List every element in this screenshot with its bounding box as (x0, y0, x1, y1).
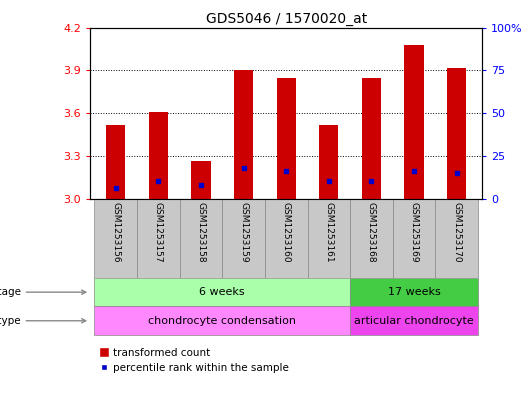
Bar (307, 199, 350, 278)
Bar (350, 307, 478, 335)
Bar (234, 70, 253, 199)
Bar (265, 199, 307, 278)
Text: GSM1253157: GSM1253157 (154, 202, 163, 262)
Bar (137, 199, 180, 278)
Bar (393, 199, 436, 278)
Title: GDS5046 / 1570020_at: GDS5046 / 1570020_at (206, 13, 367, 26)
Bar (404, 45, 423, 199)
Text: GSM1253168: GSM1253168 (367, 202, 376, 262)
Bar (106, 125, 125, 199)
Bar (94, 307, 350, 335)
Bar (222, 199, 265, 278)
Bar (436, 199, 478, 278)
Text: GSM1253156: GSM1253156 (111, 202, 120, 262)
Bar (277, 77, 296, 199)
Text: GSM1253170: GSM1253170 (452, 202, 461, 262)
Text: articular chondrocyte: articular chondrocyte (354, 316, 474, 326)
Bar (180, 199, 222, 278)
Bar (350, 199, 393, 278)
Bar (350, 278, 478, 307)
Bar (149, 112, 168, 199)
Text: cell type: cell type (0, 316, 86, 326)
Bar (319, 125, 339, 199)
Bar (362, 77, 381, 199)
Text: development stage: development stage (0, 287, 86, 297)
Text: 17 weeks: 17 weeks (388, 287, 440, 297)
Text: GSM1253169: GSM1253169 (410, 202, 419, 262)
Text: GSM1253161: GSM1253161 (324, 202, 333, 262)
Bar (94, 278, 350, 307)
Bar (94, 199, 137, 278)
Bar (191, 161, 210, 199)
Text: chondrocyte condensation: chondrocyte condensation (148, 316, 296, 326)
Bar (447, 68, 466, 199)
Text: 6 weeks: 6 weeks (199, 287, 245, 297)
Text: GSM1253160: GSM1253160 (282, 202, 290, 262)
Text: GSM1253159: GSM1253159 (239, 202, 248, 262)
Text: GSM1253158: GSM1253158 (197, 202, 206, 262)
Legend: transformed count, percentile rank within the sample: transformed count, percentile rank withi… (95, 343, 293, 377)
